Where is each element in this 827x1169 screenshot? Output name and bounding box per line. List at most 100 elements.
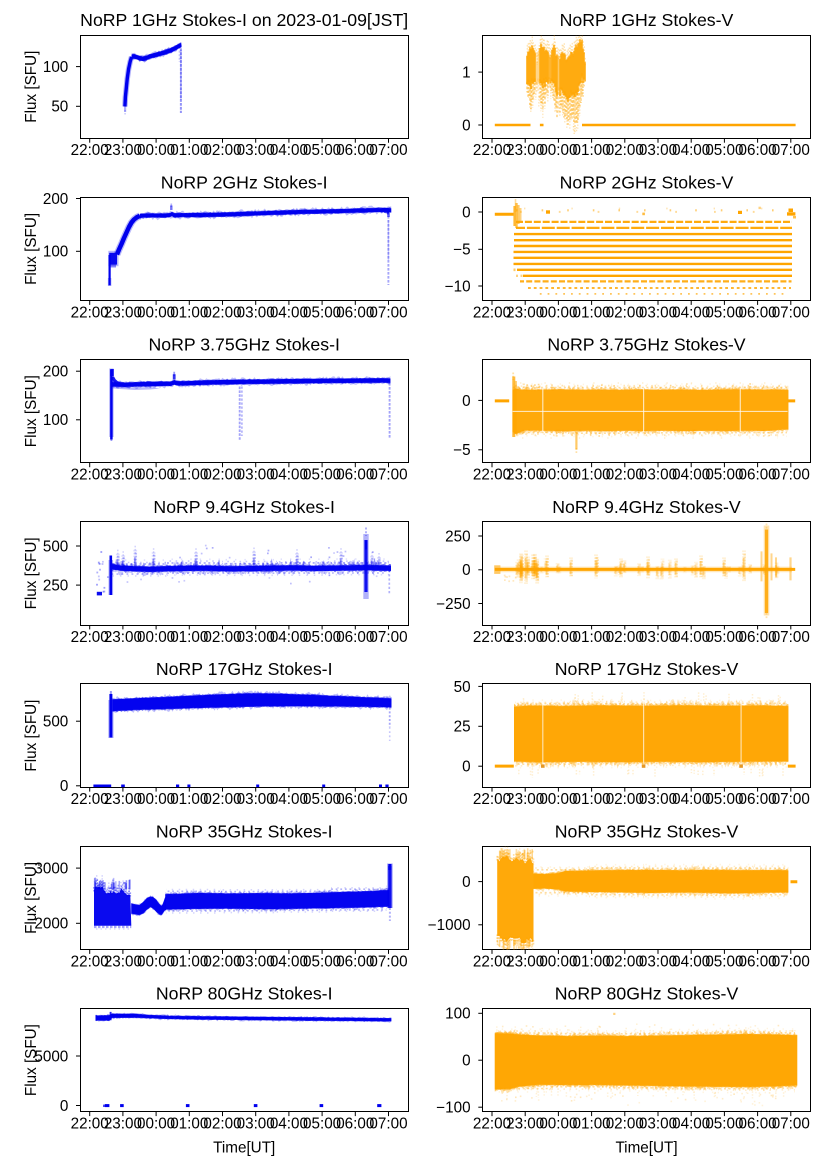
svg-text:05:00: 05:00 (705, 791, 743, 808)
svg-text:05:00: 05:00 (705, 142, 743, 159)
svg-text:02:00: 02:00 (606, 629, 644, 646)
svg-text:05:00: 05:00 (303, 1116, 341, 1133)
svg-text:25: 25 (454, 719, 471, 736)
svg-text:NoRP 9.4GHz Stokes-I: NoRP 9.4GHz Stokes-I (153, 497, 335, 517)
svg-text:04:00: 04:00 (672, 304, 710, 321)
svg-text:00:00: 00:00 (137, 304, 175, 321)
svg-text:03:00: 03:00 (237, 629, 275, 646)
svg-text:05:00: 05:00 (705, 629, 743, 646)
svg-text:22:00: 22:00 (473, 953, 511, 970)
svg-text:00:00: 00:00 (137, 629, 175, 646)
svg-text:04:00: 04:00 (270, 629, 308, 646)
svg-text:NoRP 2GHz Stokes-I: NoRP 2GHz Stokes-I (161, 172, 328, 192)
svg-text:00:00: 00:00 (539, 142, 577, 159)
svg-text:01:00: 01:00 (170, 142, 208, 159)
svg-text:07:00: 07:00 (369, 1116, 407, 1133)
svg-text:23:00: 23:00 (506, 629, 544, 646)
svg-text:100: 100 (43, 412, 68, 429)
svg-text:0: 0 (60, 1098, 68, 1115)
svg-text:05:00: 05:00 (705, 304, 743, 321)
svg-text:07:00: 07:00 (369, 467, 407, 484)
svg-text:Flux [SFU]: Flux [SFU] (23, 1024, 40, 1096)
svg-text:3000: 3000 (34, 861, 68, 878)
svg-text:07:00: 07:00 (369, 304, 407, 321)
svg-text:02:00: 02:00 (606, 1116, 644, 1133)
svg-text:22:00: 22:00 (473, 629, 511, 646)
svg-text:23:00: 23:00 (104, 1116, 142, 1133)
svg-text:NoRP 80GHz Stokes-I: NoRP 80GHz Stokes-I (156, 984, 333, 1004)
svg-text:07:00: 07:00 (369, 791, 407, 808)
svg-text:22:00: 22:00 (473, 791, 511, 808)
svg-text:06:00: 06:00 (739, 142, 777, 159)
svg-text:06:00: 06:00 (336, 953, 374, 970)
svg-text:0: 0 (60, 778, 68, 795)
svg-text:22:00: 22:00 (71, 791, 109, 808)
svg-text:23:00: 23:00 (506, 953, 544, 970)
svg-text:06:00: 06:00 (739, 304, 777, 321)
svg-text:06:00: 06:00 (739, 467, 777, 484)
svg-text:01:00: 01:00 (573, 142, 611, 159)
svg-text:00:00: 00:00 (137, 1116, 175, 1133)
svg-text:22:00: 22:00 (473, 304, 511, 321)
svg-text:02:00: 02:00 (606, 791, 644, 808)
svg-text:04:00: 04:00 (672, 953, 710, 970)
svg-text:0: 0 (462, 562, 470, 579)
svg-text:NoRP 3.75GHz Stokes-V: NoRP 3.75GHz Stokes-V (547, 335, 745, 355)
svg-text:05:00: 05:00 (303, 467, 341, 484)
svg-text:Flux [SFU]: Flux [SFU] (23, 213, 40, 285)
svg-text:01:00: 01:00 (573, 467, 611, 484)
svg-text:03:00: 03:00 (639, 467, 677, 484)
svg-text:04:00: 04:00 (270, 1116, 308, 1133)
svg-text:03:00: 03:00 (237, 953, 275, 970)
svg-text:05:00: 05:00 (303, 629, 341, 646)
svg-text:5000: 5000 (34, 1048, 68, 1065)
svg-text:03:00: 03:00 (639, 629, 677, 646)
svg-text:22:00: 22:00 (71, 142, 109, 159)
svg-text:Time[UT]: Time[UT] (615, 1140, 677, 1157)
svg-text:01:00: 01:00 (573, 953, 611, 970)
svg-text:01:00: 01:00 (573, 304, 611, 321)
svg-text:05:00: 05:00 (303, 142, 341, 159)
svg-text:NoRP 35GHz Stokes-V: NoRP 35GHz Stokes-V (555, 821, 739, 841)
svg-text:06:00: 06:00 (336, 467, 374, 484)
svg-text:Flux [SFU]: Flux [SFU] (23, 700, 40, 772)
svg-text:Flux [SFU]: Flux [SFU] (23, 537, 40, 609)
svg-text:50: 50 (454, 679, 471, 696)
svg-text:22:00: 22:00 (71, 304, 109, 321)
svg-text:04:00: 04:00 (672, 467, 710, 484)
svg-text:04:00: 04:00 (672, 1116, 710, 1133)
svg-text:05:00: 05:00 (705, 467, 743, 484)
svg-text:02:00: 02:00 (606, 467, 644, 484)
svg-text:−250: −250 (436, 596, 470, 613)
svg-text:05:00: 05:00 (303, 304, 341, 321)
svg-text:100: 100 (43, 244, 68, 261)
svg-text:03:00: 03:00 (639, 1116, 677, 1133)
svg-text:01:00: 01:00 (170, 953, 208, 970)
svg-text:02:00: 02:00 (203, 791, 241, 808)
svg-text:06:00: 06:00 (739, 791, 777, 808)
svg-text:22:00: 22:00 (71, 1116, 109, 1133)
svg-text:00:00: 00:00 (137, 791, 175, 808)
svg-text:NoRP 1GHz Stokes-I on 2023-01-: NoRP 1GHz Stokes-I on 2023-01-09[JST] (80, 10, 408, 30)
svg-text:01:00: 01:00 (573, 791, 611, 808)
svg-text:04:00: 04:00 (270, 953, 308, 970)
svg-text:03:00: 03:00 (237, 1116, 275, 1133)
svg-text:00:00: 00:00 (137, 953, 175, 970)
svg-text:23:00: 23:00 (506, 467, 544, 484)
svg-text:23:00: 23:00 (506, 1116, 544, 1133)
svg-text:02:00: 02:00 (606, 304, 644, 321)
svg-text:07:00: 07:00 (369, 953, 407, 970)
svg-text:Time[UT]: Time[UT] (213, 1140, 275, 1157)
svg-text:1: 1 (462, 65, 470, 82)
svg-text:23:00: 23:00 (104, 953, 142, 970)
svg-text:23:00: 23:00 (104, 467, 142, 484)
svg-text:23:00: 23:00 (506, 791, 544, 808)
svg-text:0: 0 (462, 759, 470, 776)
svg-text:06:00: 06:00 (739, 1116, 777, 1133)
svg-text:07:00: 07:00 (369, 629, 407, 646)
svg-text:05:00: 05:00 (705, 1116, 743, 1133)
svg-text:0: 0 (462, 874, 470, 891)
svg-text:200: 200 (43, 364, 68, 381)
svg-text:250: 250 (445, 528, 470, 545)
svg-text:01:00: 01:00 (573, 1116, 611, 1133)
